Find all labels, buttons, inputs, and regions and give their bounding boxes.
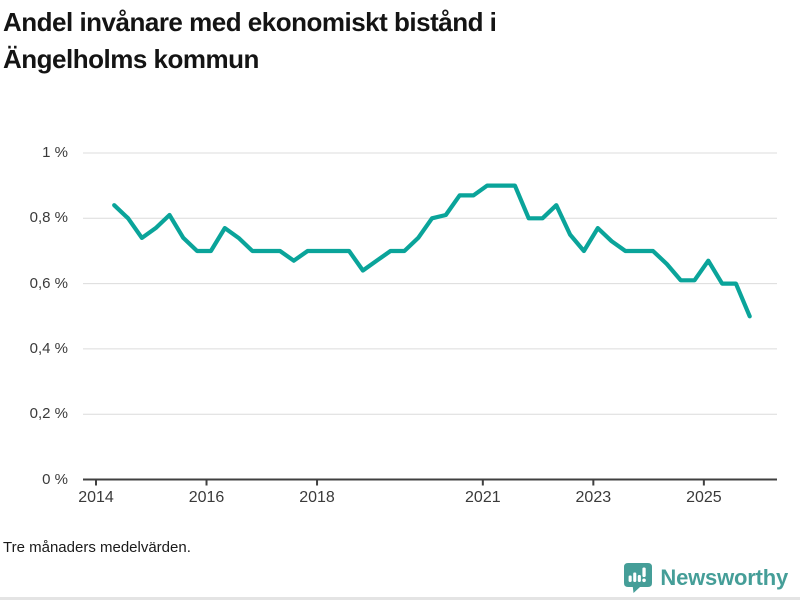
y-axis-tick-label: 0 % <box>42 470 68 488</box>
y-axis-tick-label: 0,6 % <box>29 274 68 292</box>
newsworthy-logo[interactable]: Newsworthy <box>624 563 788 593</box>
x-axis-tick-label: 2025 <box>686 489 722 506</box>
newsworthy-wordmark: Newsworthy <box>660 565 788 590</box>
y-axis-tick-label: 0,4 % <box>29 339 68 357</box>
newsworthy-bubble-barchart-icon <box>624 563 653 593</box>
x-axis-tick-label: 2021 <box>465 489 501 506</box>
x-axis-tick-label: 2014 <box>78 489 114 506</box>
y-axis-tick-label: 0,2 % <box>29 405 68 423</box>
page-title-line2: Ängelholms kommun <box>3 44 259 74</box>
page-title: Andel invånare med ekonomiskt bistånd i … <box>3 4 497 78</box>
page-title-line1: Andel invånare med ekonomiskt bistånd i <box>3 7 497 37</box>
y-axis-tick-label: 1 % <box>42 144 68 161</box>
data-line <box>112 183 752 319</box>
x-axis-tick-label: 2023 <box>575 489 612 506</box>
x-axis-tick-label: 2018 <box>299 489 335 506</box>
bottom-accent-bar <box>0 597 800 600</box>
chart-footnote: Tre månaders medelvärden. <box>3 539 191 556</box>
y-axis-tick-label: 0,8 % <box>29 209 68 227</box>
x-axis-tick-label: 2016 <box>188 489 225 506</box>
